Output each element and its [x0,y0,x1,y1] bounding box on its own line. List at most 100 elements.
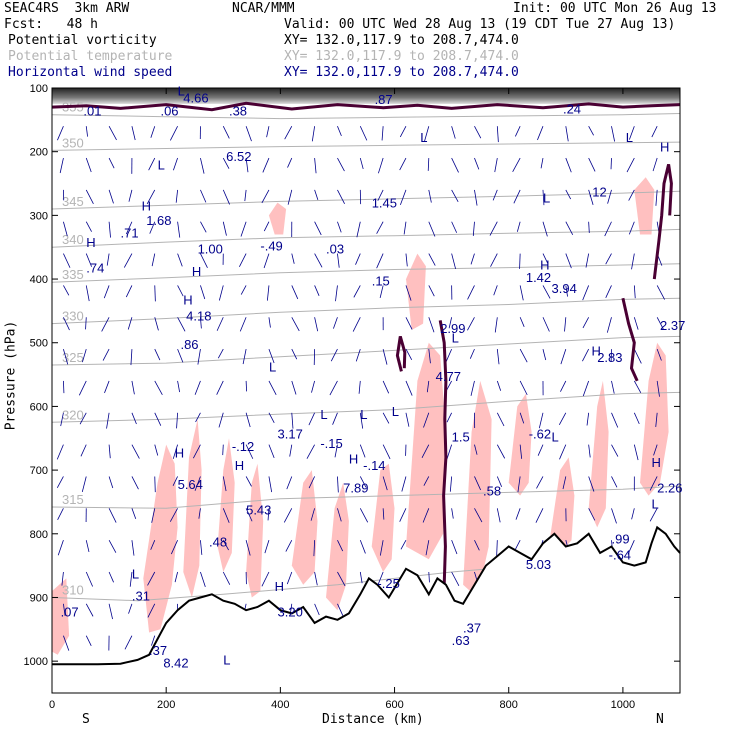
wind-vector [400,189,407,206]
wind-vector [108,189,114,204]
wind-vector [85,635,92,646]
y-tick-label: 300 [30,210,48,222]
wind-vector [151,635,156,646]
wind-vector [337,603,344,617]
wind-vector [291,253,295,264]
wind-vector [82,348,87,363]
extremum-label: H [142,198,151,213]
wind-vector [631,508,635,520]
org-label: NCAR/MMM [232,1,295,16]
pv-contour [438,320,448,585]
pv-region [640,342,669,496]
extremum-label: L [360,407,367,422]
theta-contour [51,391,681,423]
x-tick-label: 1000 [611,699,635,711]
wind-vector [169,126,178,141]
wind-vector [382,349,388,365]
extremum-label: H [175,445,184,460]
theta-contour [51,263,681,283]
wind-vector [63,317,70,331]
wind-vector [519,348,528,363]
wind-vector [588,444,591,458]
pv-region [326,482,349,611]
wind-vector [148,157,156,171]
wind-vector [63,380,65,394]
wind-vector [177,317,186,332]
wind-vector [130,349,133,366]
wind-vector [108,539,117,553]
wind-vector [359,476,367,488]
theta-contour-label: 335 [62,267,84,282]
wind-vector [198,508,201,519]
wind-vector [268,348,275,364]
wind-vector [655,412,658,427]
wind-vector [333,317,338,329]
wind-vector [422,508,430,523]
wind-vector [85,126,88,137]
wind-vector [123,253,133,268]
wind-vector [63,221,68,237]
wind-vector [200,540,203,555]
wind-vector [267,508,270,521]
wind-vector [605,285,612,298]
y-tick-label: 1000 [24,656,48,668]
wind-vector [633,444,639,461]
extremum-label: L [223,652,230,667]
extremum-label: 3.94 [552,281,577,296]
init-label: Init: 00 UTC Mon 26 Aug 13 [513,1,717,16]
extremum-label: 1.00 [198,242,223,257]
wind-vector [633,380,642,394]
wind-vector [222,444,224,456]
wind-vector [174,571,178,583]
wind-vector [382,476,388,491]
extremum-label: .71 [121,226,139,241]
field-name-theta: Potential temperature [8,49,173,64]
theta-contour-label: 320 [62,407,84,422]
wind-vector [216,380,224,395]
wind-vector [516,221,521,232]
wind-vector [611,126,616,142]
wind-vector [154,285,156,302]
wind-vector [287,157,293,168]
extremum-label: L [178,84,185,99]
pv-region [588,380,609,528]
wind-vector [427,158,430,171]
wind-vector [542,317,550,332]
wind-vector [56,476,64,489]
extremum-label: L [320,407,327,422]
wind-vector [128,603,133,614]
wind-vector [467,285,475,300]
wind-vector [656,380,660,397]
wind-vector [542,221,548,237]
y-tick-label: 400 [30,274,48,286]
wind-vector [474,444,478,455]
wind-vector [308,476,315,489]
wind-vector [154,476,156,493]
wind-vector [266,285,270,301]
extremum-label: 1.45 [372,196,397,211]
wind-vector [611,476,618,488]
wind-vector [222,221,227,236]
extremum-label: H [235,458,244,473]
wind-vector [314,221,322,236]
wind-vector [474,539,480,551]
wind-vector [542,253,548,264]
extremum-label: 2.83 [597,350,622,365]
wind-vector [222,126,230,139]
wind-vector [405,317,413,330]
wind-vector [451,221,458,233]
wind-vector [266,126,270,138]
wind-vector [490,253,498,267]
wind-vector [651,126,658,138]
wind-vector [428,221,436,237]
wind-vector [131,380,135,395]
wind-vector [106,253,110,266]
wind-vector [291,317,300,332]
wind-vector [172,476,178,487]
valid-label: Valid: 00 UTC Wed 28 Aug 13 (19 CDT Tue … [284,17,676,32]
wind-vector [245,508,253,522]
wind-vector [311,126,316,142]
wind-vector [399,508,407,522]
wind-vector [519,253,521,269]
wind-vector [283,508,293,523]
